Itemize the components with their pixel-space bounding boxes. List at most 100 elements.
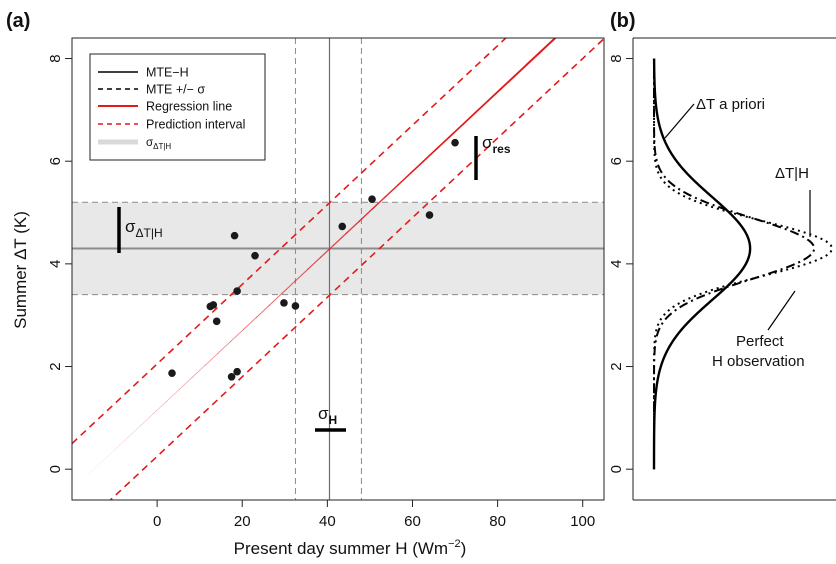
regression-segment bbox=[525, 51, 541, 66]
regression-segment bbox=[371, 196, 386, 210]
regression-segment bbox=[230, 328, 244, 342]
curve-delta-t-given-h bbox=[653, 58, 816, 470]
x-tick-label: 100 bbox=[570, 513, 595, 530]
regression-segment bbox=[448, 123, 464, 138]
regression-segment bbox=[243, 316, 257, 330]
regression-segment bbox=[461, 111, 477, 126]
regression-segment bbox=[565, 17, 578, 29]
y-axis-label: Summer ΔT (K) bbox=[11, 211, 30, 329]
perfect-label-line1: Perfect bbox=[736, 333, 784, 350]
regression-segment bbox=[332, 232, 348, 246]
panel-a-plot bbox=[72, 0, 604, 500]
data-point bbox=[280, 299, 288, 307]
a-priori-label: ΔT a priori bbox=[696, 96, 765, 113]
x-axis-ticks: 0 20 40 60 80 100 bbox=[153, 500, 595, 530]
perfect-pointer bbox=[767, 290, 796, 331]
regression-segment bbox=[114, 437, 128, 451]
x-tick-label: 80 bbox=[489, 513, 506, 530]
regression-segment bbox=[255, 304, 270, 318]
regression-segment bbox=[320, 244, 335, 258]
regression-segment bbox=[397, 172, 412, 186]
legend-label-regression: Regression line bbox=[146, 100, 232, 114]
panel-a-frame bbox=[71, 37, 605, 501]
y-axis-ticks: 0 2 4 6 8 bbox=[47, 54, 72, 473]
sigma-h-label: σH bbox=[318, 404, 337, 427]
regression-segment bbox=[217, 341, 232, 354]
data-point bbox=[425, 211, 434, 219]
dth-label: ΔT|H bbox=[775, 165, 809, 182]
regression-segment bbox=[101, 449, 116, 463]
y-tick-label: 6 bbox=[47, 157, 64, 165]
x-tick-label: 40 bbox=[319, 513, 336, 530]
panel-b-label: (b) bbox=[610, 10, 636, 32]
y-tick-label: 2 bbox=[47, 362, 64, 370]
data-point bbox=[233, 287, 241, 295]
a-priori-pointer bbox=[664, 103, 695, 139]
panel-b-plot bbox=[652, 58, 833, 470]
y-tick-label: 8 bbox=[47, 54, 64, 62]
regression-segment bbox=[487, 87, 502, 102]
regression-segment bbox=[474, 99, 490, 114]
regression-segment bbox=[127, 425, 141, 438]
regression-segment bbox=[538, 39, 554, 54]
data-point bbox=[212, 317, 221, 326]
regression-segment bbox=[512, 63, 528, 78]
regression-segment bbox=[551, 38, 557, 42]
prediction-interval-lower bbox=[109, 38, 604, 500]
data-point bbox=[338, 222, 347, 231]
panel-a: (a) 0 20 40 60 80 100 0 2 4 6 8 Present day summe… bbox=[6, 0, 605, 558]
data-point bbox=[251, 251, 259, 260]
legend-label-mte-h: MTE−H bbox=[146, 66, 189, 80]
curve-delta-t-a-priori bbox=[652, 58, 752, 470]
regression-segment bbox=[281, 280, 296, 294]
data-point bbox=[451, 138, 459, 147]
data-point bbox=[230, 231, 239, 240]
regression-segment bbox=[591, 0, 604, 4]
regression-segment bbox=[153, 401, 167, 414]
data-points bbox=[168, 138, 459, 381]
legend-label-mte-sigma: MTE +/− σ bbox=[146, 83, 205, 97]
panel-a-label: (a) bbox=[6, 10, 30, 32]
x-tick-label: 20 bbox=[234, 513, 251, 530]
regression-segment bbox=[500, 75, 515, 90]
data-point bbox=[168, 369, 176, 378]
data-point bbox=[368, 195, 376, 203]
x-axis-label: Present day summer H (Wm−2) bbox=[234, 538, 467, 558]
regression-segment bbox=[435, 136, 451, 150]
regression-segment bbox=[345, 220, 361, 234]
data-point bbox=[233, 367, 241, 376]
regression-segment bbox=[578, 4, 591, 16]
regression-line bbox=[88, 0, 604, 475]
regression-segment bbox=[294, 268, 309, 282]
legend: MTE−H MTE +/− σ Regression line Predicti… bbox=[89, 53, 266, 161]
regression-segment bbox=[422, 148, 438, 162]
regression-segment bbox=[410, 160, 425, 174]
panel-b: (b) 0 2 4 6 8 ΔT a priori ΔT|H Perfect H obs… bbox=[608, 10, 836, 501]
sigma-dth-label: σΔT|H bbox=[125, 217, 163, 240]
panel-b-y-tick-label: 4 bbox=[608, 260, 625, 268]
y-tick-label: 4 bbox=[47, 260, 64, 268]
regression-segment bbox=[268, 292, 283, 306]
regression-segment bbox=[384, 184, 399, 198]
regression-segment bbox=[204, 353, 219, 366]
regression-segment bbox=[358, 208, 373, 222]
panel-b-y-tick-label: 8 bbox=[608, 54, 625, 62]
regression-segment bbox=[178, 377, 193, 390]
y-tick-label: 0 bbox=[47, 465, 64, 473]
panel-b-y-tick-label: 0 bbox=[608, 465, 625, 473]
regression-segment bbox=[191, 365, 206, 378]
panel-b-y-axis-ticks: 0 2 4 6 8 bbox=[608, 54, 633, 473]
regression-segment bbox=[307, 256, 322, 270]
data-point bbox=[291, 302, 300, 310]
legend-label-band: σΔT|H bbox=[146, 137, 171, 151]
perfect-label-line2: H observation bbox=[712, 353, 805, 370]
panel-b-y-tick-label: 2 bbox=[608, 362, 625, 370]
x-tick-label: 60 bbox=[404, 513, 421, 530]
regression-segment bbox=[140, 413, 154, 426]
data-point bbox=[227, 373, 236, 381]
panel-b-y-tick-label: 6 bbox=[608, 157, 625, 165]
regression-segment bbox=[88, 461, 103, 475]
data-point bbox=[209, 301, 218, 309]
prediction-interval-upper bbox=[72, 38, 508, 445]
